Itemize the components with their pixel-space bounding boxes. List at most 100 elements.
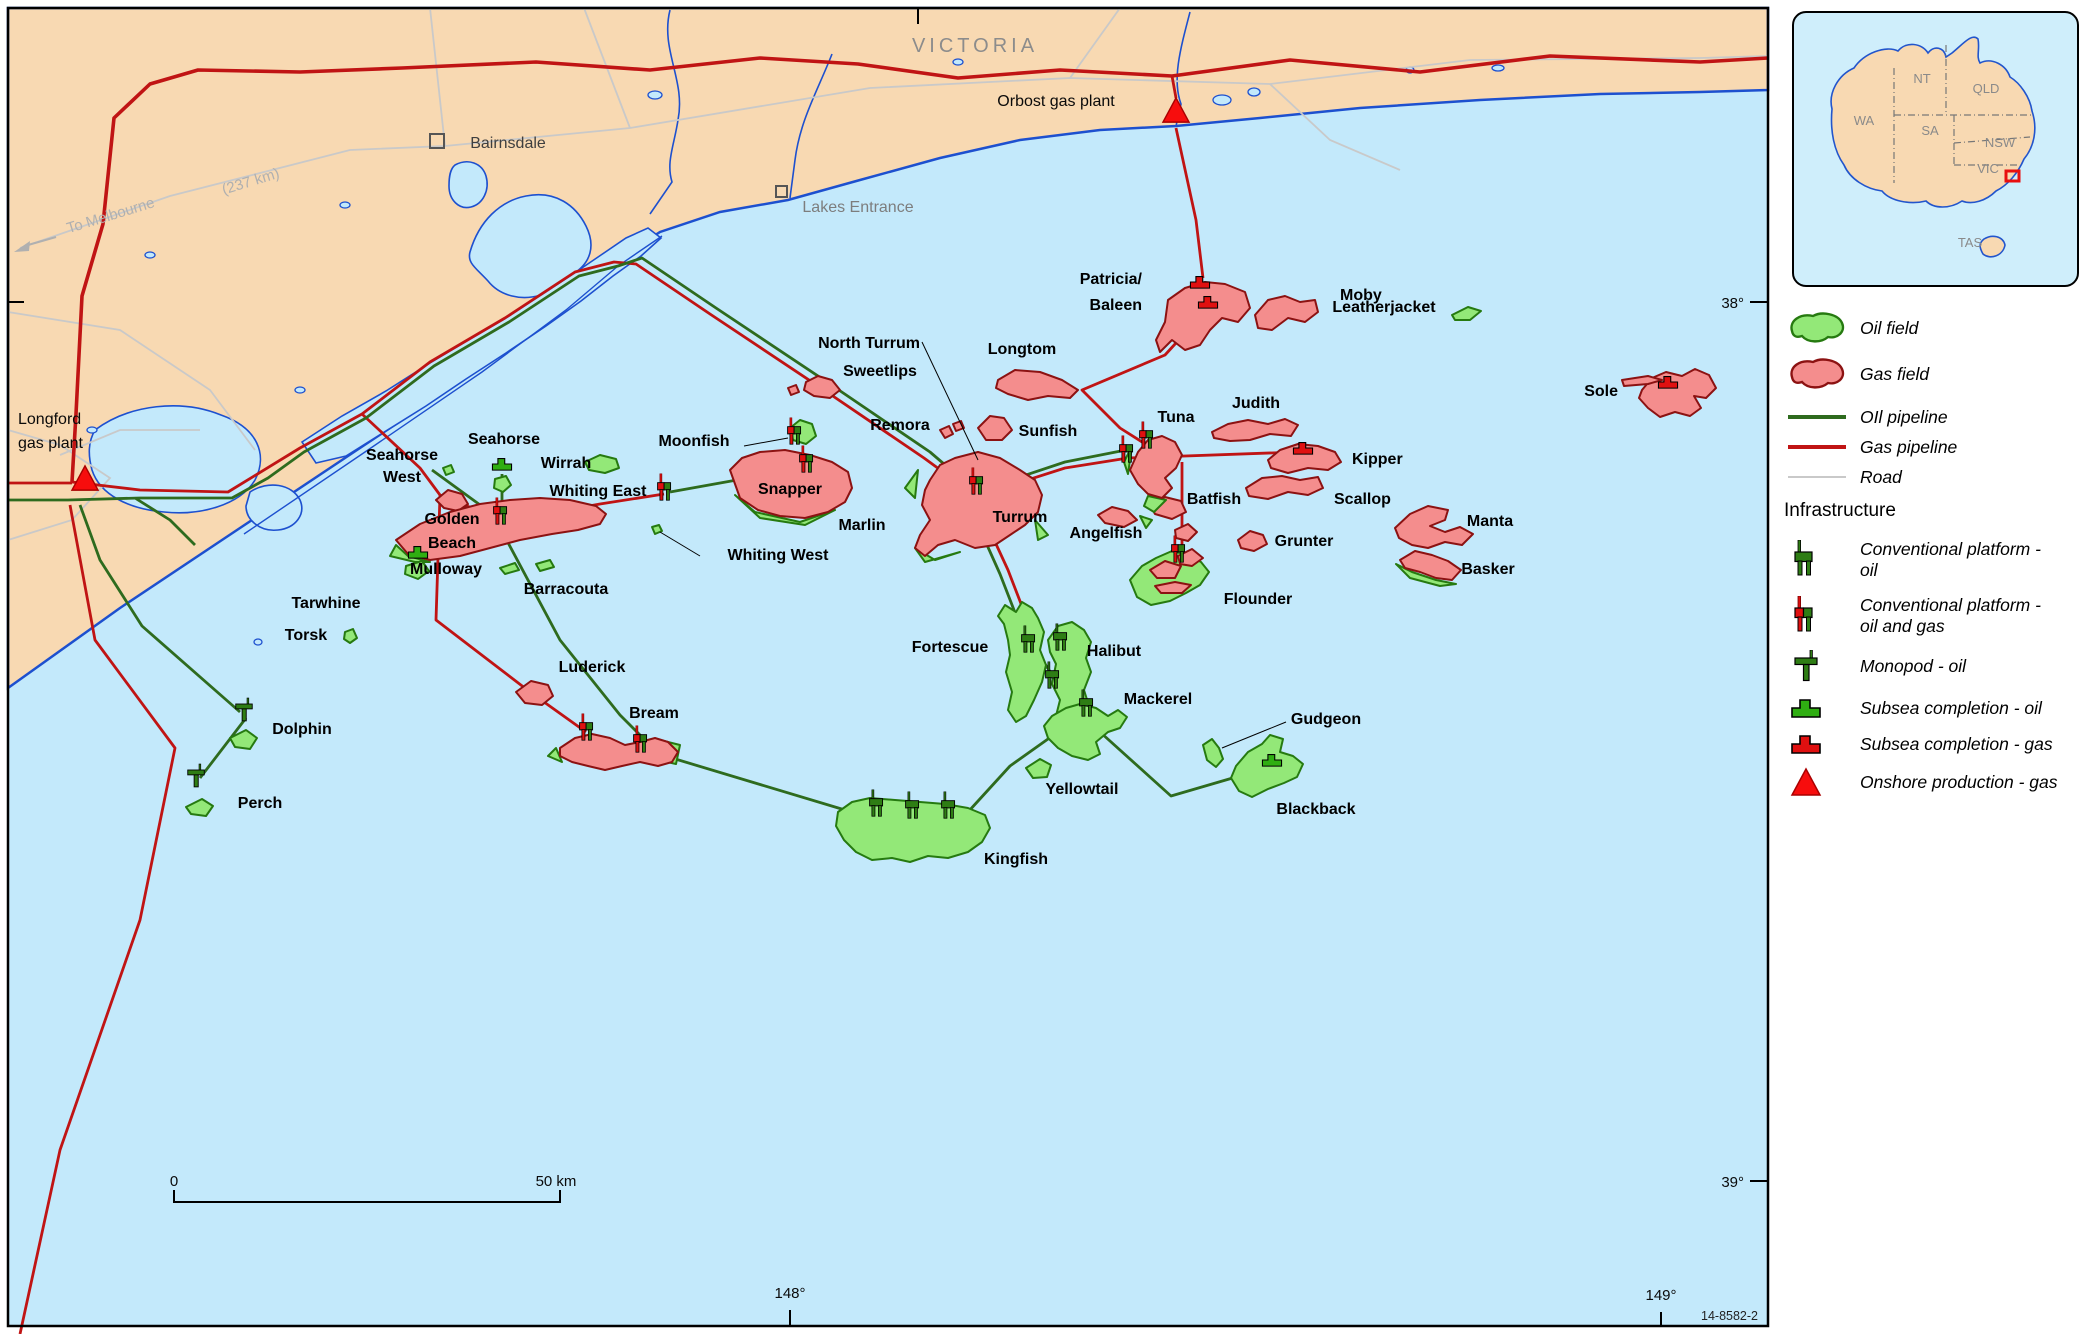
field-flounder-gas-c: [1154, 581, 1192, 594]
road-line: [59, 429, 200, 456]
road-line: [429, 7, 446, 147]
field-mulloway-a: [499, 562, 520, 575]
river: [1175, 11, 1191, 127]
legend-label: Road: [1860, 466, 1902, 487]
town-square-icon: [429, 133, 445, 149]
field-basker-oilrim: [1395, 563, 1457, 587]
map-label-west: West: [383, 469, 422, 486]
monopod-swatch-icon: [1786, 646, 1850, 686]
to-melbourne-arrow-icon: [14, 241, 30, 252]
map-label-lakes-entrance: Lakes Entrance: [802, 199, 913, 216]
oil-pipeline: [198, 717, 248, 779]
map-label-baleen: Baleen: [1090, 297, 1142, 314]
map-label-whiting-west: Whiting West: [727, 547, 829, 564]
field-bream: [559, 733, 679, 771]
map-label-beach: Beach: [428, 535, 476, 552]
legend-item-conventional-platform-oil: Conventional platform - oil: [1786, 532, 2041, 588]
map-label-leatherjacket: Leatherjacket: [1332, 299, 1436, 316]
field-barracouta: [395, 497, 607, 561]
inset-label-qld: QLD: [1973, 81, 2000, 96]
pond: [1212, 94, 1232, 106]
legend-infrastructure-heading: Infrastructure: [1784, 500, 1896, 521]
oil-field-swatch-icon: [1786, 309, 1850, 347]
map-label-longford: Longford: [18, 411, 81, 428]
field-kipper: [1267, 443, 1342, 474]
gas-pipeline: [71, 260, 977, 498]
conv-oilgas-swatch-icon: [1786, 592, 1850, 640]
map-label-149-: 149°: [1645, 1287, 1676, 1304]
barrier-island-line: [243, 235, 663, 535]
legend-item-subsea-completion-oil: Subsea completion - oil: [1786, 690, 2042, 726]
field-flounder-gas-b: [1177, 548, 1204, 567]
field-manta: [1394, 505, 1474, 549]
map-label-victoria: VICTORIA: [912, 35, 1038, 57]
lake-shape: [245, 484, 303, 531]
field-dolphin: [229, 729, 258, 750]
field-judith: [1211, 418, 1299, 442]
legend-label: Subsea completion - gas: [1860, 733, 2053, 754]
field-sweetlips: [803, 375, 841, 399]
map-label-38-: 38°: [1721, 295, 1744, 312]
subsea-gas-swatch-icon: [1786, 731, 1850, 757]
map-label-manta: Manta: [1467, 513, 1513, 530]
map-label-50-km: 50 km: [536, 1173, 577, 1190]
field-leatherjacket: [1451, 306, 1482, 321]
map-label-marlin: Marlin: [838, 517, 885, 534]
map-label-wirrah: Wirrah: [541, 455, 592, 472]
oil-pipeline: [134, 496, 196, 546]
legend-label: Gas pipeline: [1860, 436, 1958, 457]
pond: [647, 90, 663, 100]
map-label-sunfish: Sunfish: [1019, 423, 1078, 440]
map-label-39-: 39°: [1721, 1174, 1744, 1191]
field-flounder-gas-a: [1149, 560, 1182, 579]
map-label-mulloway: Mulloway: [410, 561, 482, 578]
map-label-flounder: Flounder: [1224, 591, 1292, 608]
pond: [1491, 64, 1505, 72]
field-sole-spur: [1621, 375, 1663, 387]
legend-label: Conventional platform - oil and gas: [1860, 595, 2041, 636]
road-line: [7, 429, 112, 541]
field-wirrah: [584, 454, 620, 474]
map-label-gas-plant: gas plant: [18, 435, 83, 452]
inset-label-wa: WA: [1854, 113, 1875, 128]
conv-oil-swatch-icon: [1786, 536, 1850, 584]
map-label-seahorse: Seahorse: [468, 431, 540, 448]
map-label-luderick: Luderick: [559, 659, 626, 676]
map-label-judith: Judith: [1232, 395, 1280, 412]
tasmania-outline: [1979, 235, 2006, 258]
gas-line-swatch-icon: [1786, 440, 1850, 454]
legend-label: Conventional platform - oil: [1860, 539, 2041, 580]
field-sweetlips-w: [787, 384, 800, 396]
map-label-remora: Remora: [870, 417, 930, 434]
map-label-kingfish: Kingfish: [984, 851, 1048, 868]
field-tarwhine: [404, 560, 430, 580]
field-yellowtail: [1025, 758, 1052, 779]
field-longtom: [995, 369, 1079, 401]
map-label-grunter: Grunter: [1275, 533, 1334, 550]
map-label-blackback: Blackback: [1276, 801, 1355, 818]
legend-label: Subsea completion - oil: [1860, 697, 2042, 718]
field-remora-a: [939, 425, 954, 439]
map-label-dolphin: Dolphin: [272, 721, 332, 738]
pond: [952, 58, 964, 66]
legend-item-oil-pipeline: OIl pipeline: [1786, 402, 1948, 432]
map-label-moby: Moby: [1340, 287, 1382, 304]
road-line: [19, 55, 1769, 249]
legend-item-onshore-production-gas: Onshore production - gas: [1786, 762, 2057, 802]
gas-pipeline: [1170, 75, 1178, 99]
map-label-0: 0: [170, 1173, 178, 1190]
map-label-seahorse: Seahorse: [366, 447, 438, 464]
field-basker: [1399, 550, 1462, 581]
map-label-sweetlips: Sweetlips: [843, 363, 917, 380]
road-line: [1269, 83, 1401, 171]
onshore-swatch-icon: [1786, 765, 1850, 799]
road-line-swatch-icon: [1786, 470, 1850, 484]
field-torsk: [343, 628, 358, 644]
label-leader-line: [1221, 721, 1287, 749]
pond: [144, 251, 156, 259]
label-leader-line: [659, 531, 701, 557]
map-label-moonfish: Moonfish: [658, 433, 729, 450]
field-snapper: [729, 449, 853, 519]
